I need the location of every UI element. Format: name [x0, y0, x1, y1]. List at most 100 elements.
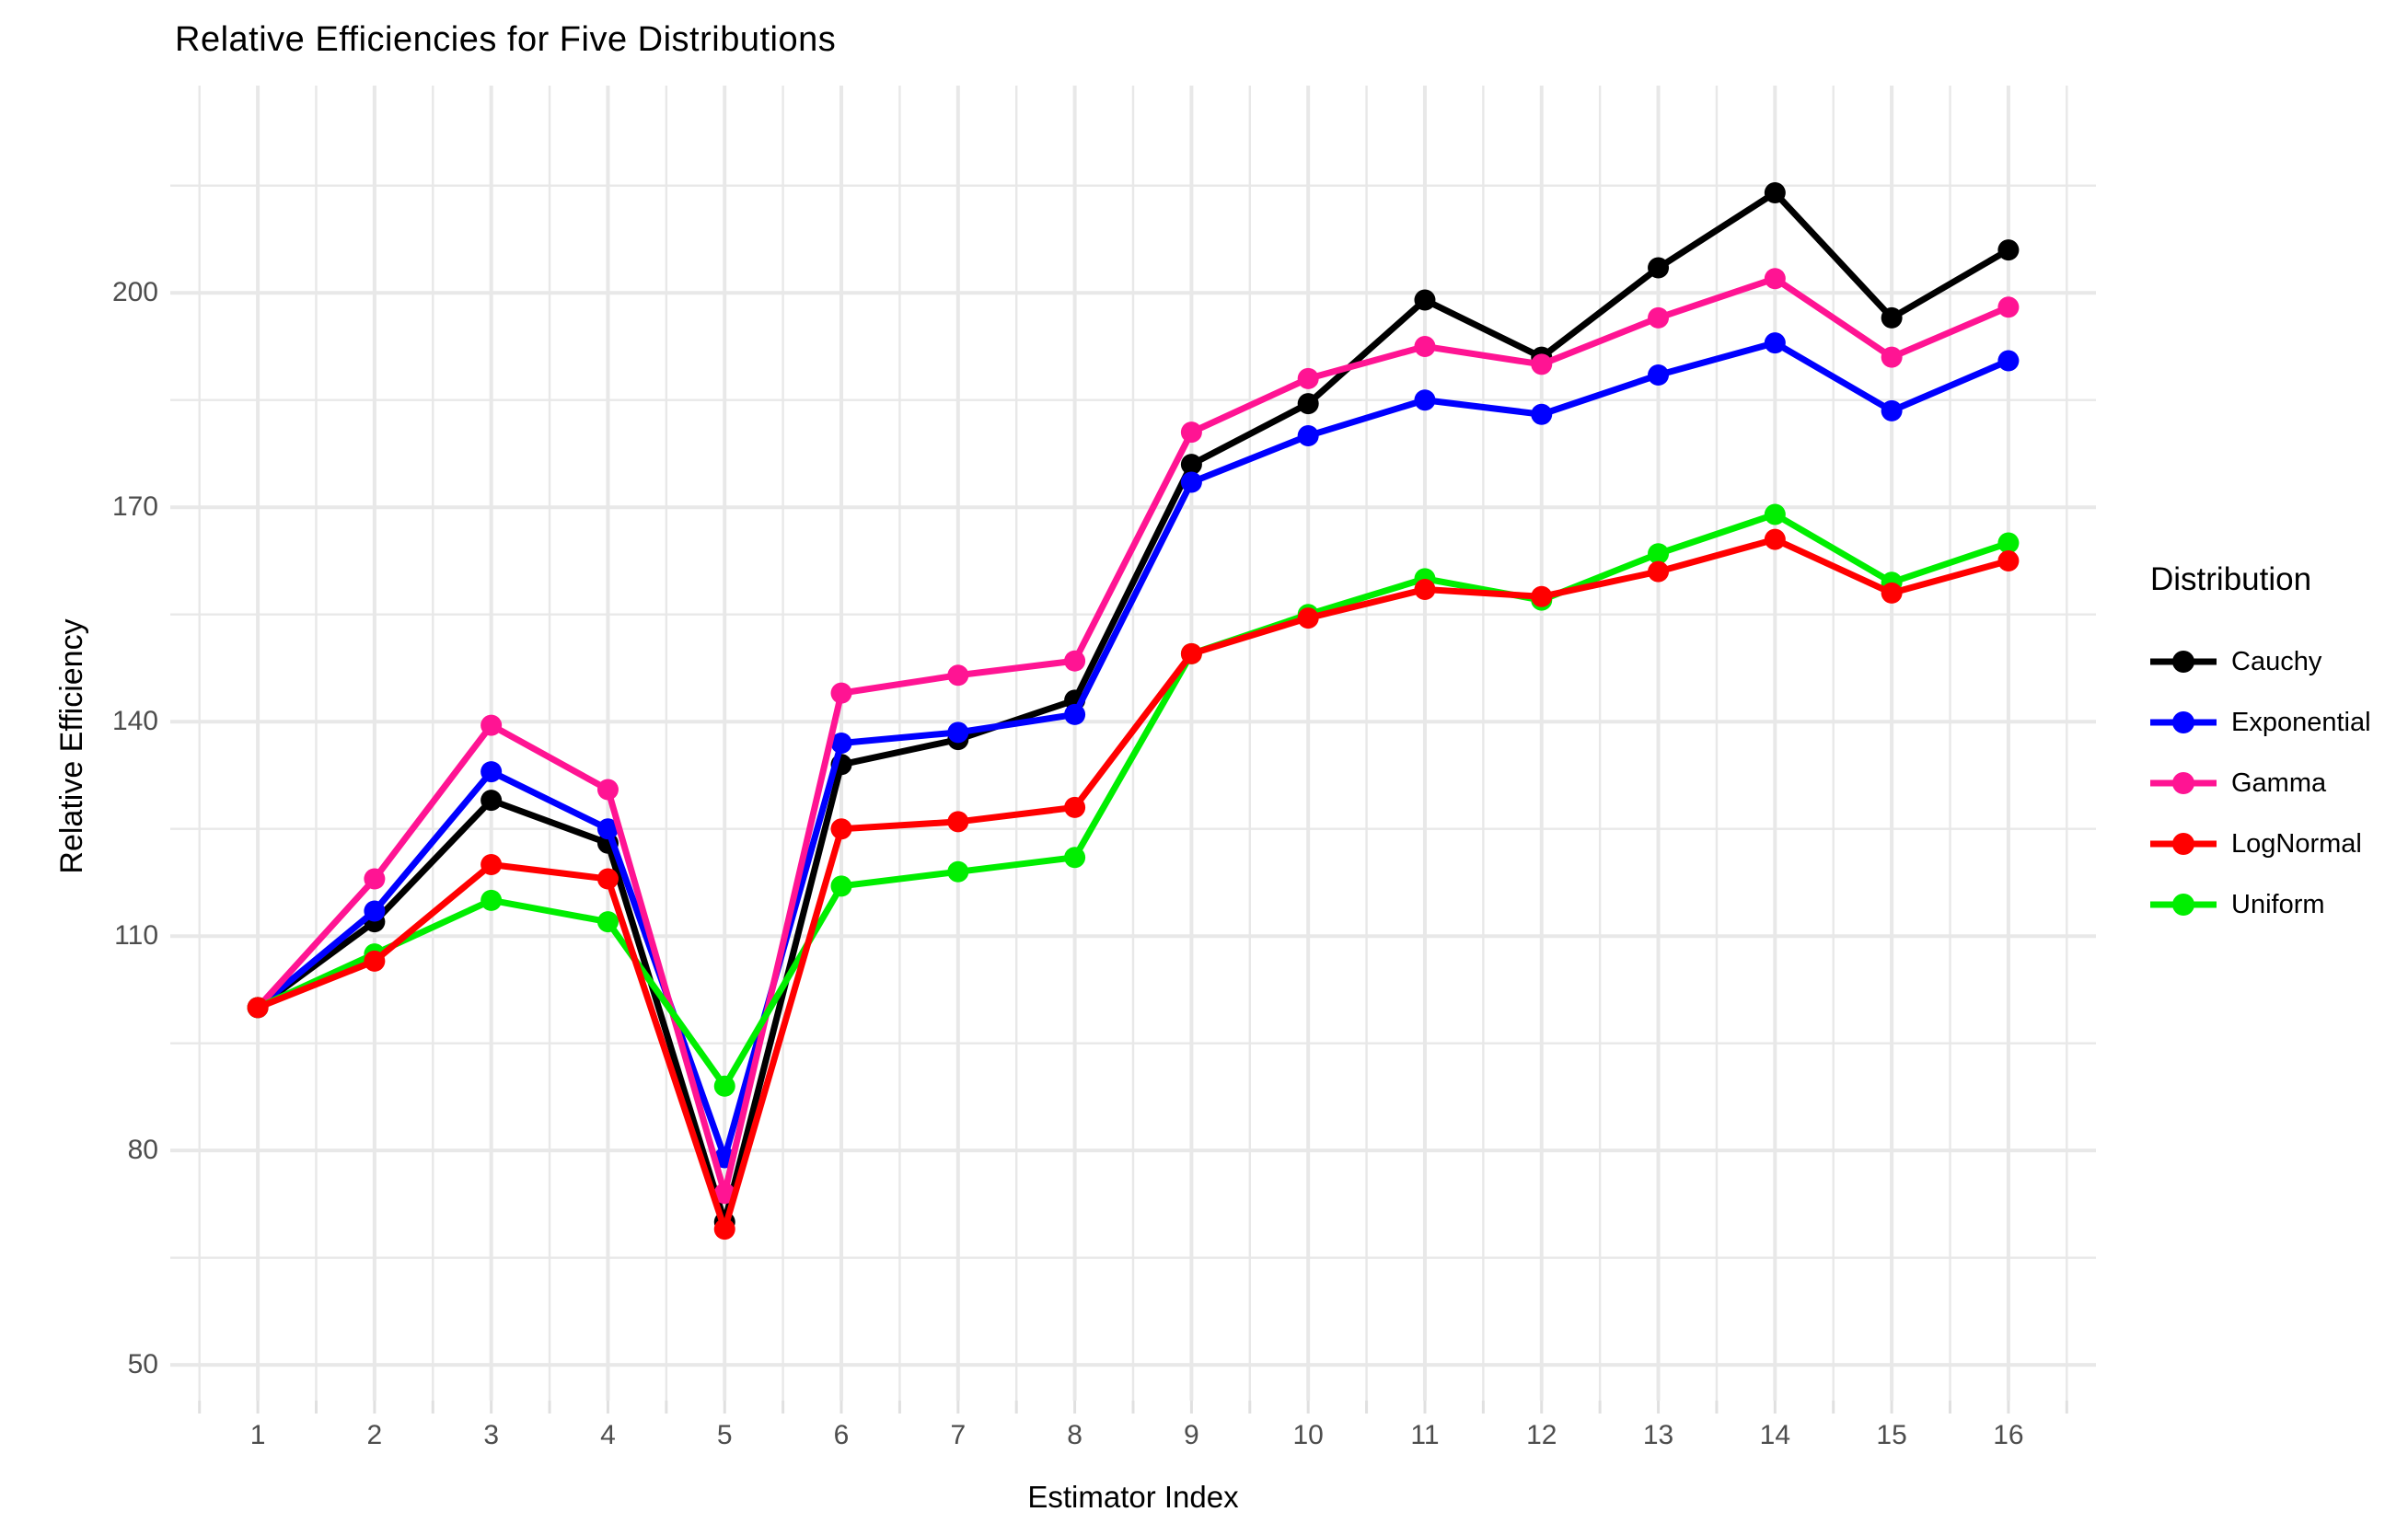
legend-title: Distribution — [2150, 561, 2312, 597]
data-point-exponential — [1180, 471, 1202, 493]
data-point-gamma — [364, 868, 386, 890]
data-point-gamma — [1180, 421, 1202, 444]
data-point-lognormal — [364, 950, 386, 972]
data-point-exponential — [480, 761, 503, 783]
x-tick-label: 7 — [950, 1420, 967, 1450]
legend-item-lognormal: LogNormal — [2150, 814, 2406, 874]
data-point-lognormal — [247, 997, 269, 1019]
legend-key-icon — [2150, 711, 2217, 733]
data-point-cauchy — [1297, 393, 1319, 415]
legend-item-list: Cauchy Exponential Gamma LogNormal Uniform — [2150, 631, 2406, 935]
series-line-lognormal — [256, 536, 2009, 1233]
data-point-uniform — [830, 875, 852, 897]
data-point-exponential — [364, 900, 386, 922]
data-point-exponential — [830, 733, 852, 754]
y-tick-label: 170 — [111, 491, 158, 523]
x-tick-label: 15 — [1876, 1420, 1907, 1450]
x-tick-label: 1 — [249, 1420, 266, 1450]
x-tick-label: 3 — [483, 1420, 499, 1450]
data-point-gamma — [830, 682, 852, 704]
data-point-gamma — [480, 714, 503, 736]
data-point-exponential — [1997, 350, 2020, 372]
data-point-lognormal — [596, 868, 619, 890]
legend-key-icon — [2150, 651, 2217, 673]
data-point-uniform — [947, 860, 969, 883]
legend-item-label: Exponential — [2231, 707, 2371, 737]
data-point-uniform — [1064, 847, 1086, 869]
data-point-uniform — [713, 1075, 735, 1097]
data-point-uniform — [1648, 543, 1670, 565]
data-point-lognormal — [1064, 796, 1086, 818]
data-point-lognormal — [713, 1218, 735, 1241]
data-point-exponential — [947, 721, 969, 744]
data-point-gamma — [1414, 335, 1436, 357]
data-point-cauchy — [1997, 239, 2020, 261]
data-point-lognormal — [1180, 642, 1202, 664]
data-point-lognormal — [1881, 582, 1903, 604]
data-point-cauchy — [1180, 454, 1202, 476]
x-tick-label: 4 — [600, 1420, 616, 1450]
data-point-exponential — [1881, 399, 1903, 421]
x-tick-label: 14 — [1759, 1420, 1791, 1450]
y-tick-label: 140 — [111, 706, 158, 737]
x-tick-label: 2 — [366, 1420, 383, 1450]
data-point-exponential — [1064, 703, 1086, 725]
legend-item-label: Gamma — [2231, 768, 2327, 798]
data-point-exponential — [1414, 389, 1436, 411]
data-point-lognormal — [1648, 560, 1670, 583]
legend-item-uniform: Uniform — [2150, 874, 2406, 935]
data-point-lognormal — [480, 854, 503, 876]
data-point-gamma — [1297, 367, 1319, 389]
x-tick-label: 6 — [833, 1420, 850, 1450]
data-point-exponential — [1531, 403, 1553, 425]
y-tick-label: 200 — [111, 277, 158, 308]
x-tick-label: 11 — [1410, 1420, 1440, 1450]
series-line-uniform — [256, 511, 2010, 1090]
data-point-gamma — [1997, 296, 2020, 318]
legend-item-label: LogNormal — [2231, 828, 2362, 859]
legend: Distribution Cauchy Exponential Gamma LogNo… — [2150, 560, 2406, 935]
data-point-cauchy — [1881, 306, 1903, 329]
chart-title: Relative Efficiencies for Five Distribut… — [175, 20, 837, 59]
data-point-exponential — [1297, 425, 1319, 447]
x-tick-label: 16 — [1993, 1420, 2024, 1450]
y-axis-title: Relative Efficiency — [54, 618, 89, 874]
data-point-lognormal — [1297, 607, 1319, 629]
series-line-exponential — [255, 340, 2010, 1161]
data-point-exponential — [1648, 364, 1670, 387]
y-tick-label: 110 — [114, 920, 158, 952]
data-point-gamma — [596, 779, 619, 801]
legend-item-cauchy: Cauchy — [2150, 631, 2406, 692]
data-point-gamma — [1881, 346, 1903, 368]
data-point-uniform — [1764, 503, 1786, 525]
data-point-gamma — [713, 1183, 735, 1205]
data-point-lognormal — [947, 811, 969, 833]
data-point-cauchy — [480, 790, 503, 812]
y-tick-label: 80 — [127, 1135, 158, 1166]
data-point-uniform — [596, 911, 619, 933]
legend-key-icon — [2150, 894, 2217, 916]
data-point-lognormal — [1764, 528, 1786, 550]
data-point-lognormal — [830, 818, 852, 840]
data-point-lognormal — [1414, 579, 1436, 601]
data-point-cauchy — [1648, 257, 1670, 279]
series-line-gamma — [255, 275, 2010, 1197]
data-point-gamma — [1648, 306, 1670, 329]
data-point-lognormal — [1997, 549, 2020, 571]
x-tick-label: 8 — [1067, 1420, 1082, 1450]
data-point-gamma — [1531, 353, 1553, 375]
legend-item-gamma: Gamma — [2150, 753, 2406, 814]
data-point-exponential — [1764, 332, 1786, 354]
legend-key-icon — [2150, 833, 2217, 855]
legend-item-label: Uniform — [2231, 889, 2325, 919]
legend-item-exponential: Exponential — [2150, 692, 2406, 753]
legend-key-icon — [2150, 772, 2217, 794]
data-point-lognormal — [1531, 585, 1553, 607]
y-tick-label: 50 — [127, 1349, 158, 1380]
data-point-uniform — [1997, 532, 2020, 554]
x-tick-label: 9 — [1184, 1420, 1199, 1450]
x-tick-label: 10 — [1292, 1420, 1324, 1450]
data-point-gamma — [947, 664, 969, 687]
